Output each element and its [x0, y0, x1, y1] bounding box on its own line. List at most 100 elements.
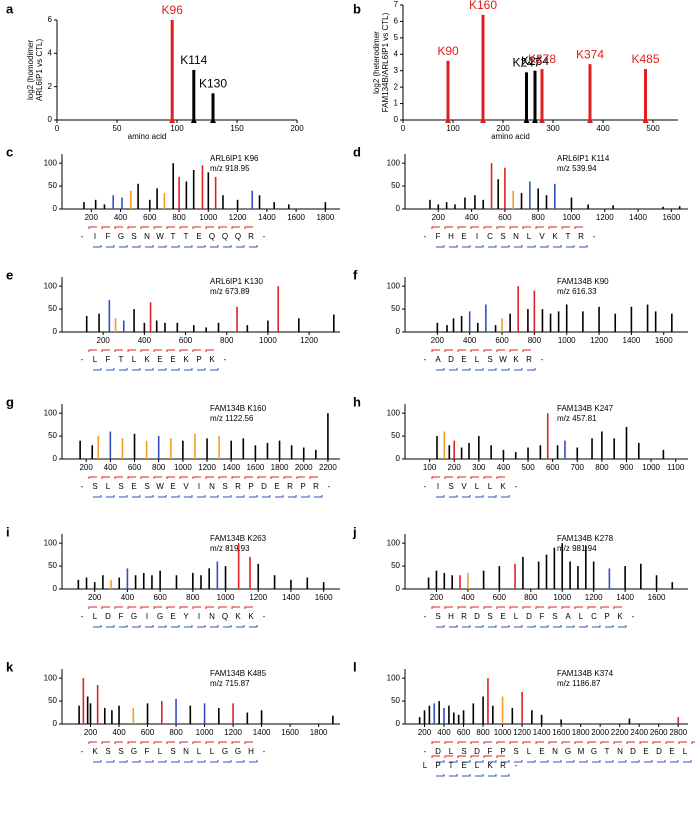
spectrum-title: m/z 715.87: [210, 679, 250, 688]
b-ion-bracket: [509, 349, 518, 352]
y-axis-label: FAM134B/ARL6IP1 vs CTL): [381, 12, 390, 112]
spectrum-title: FAM134B K485: [210, 669, 267, 678]
residue: L: [514, 612, 519, 621]
residue: D: [435, 747, 441, 756]
residue: S: [435, 612, 440, 621]
y-ion-bracket: [158, 368, 167, 371]
y-tick-label: 100: [387, 408, 401, 417]
x-tick-label: 1000: [558, 336, 576, 345]
residue: R: [461, 612, 467, 621]
x-tick-label: 1600: [287, 213, 305, 222]
x-tick-label: 1400: [623, 336, 641, 345]
x-tick-label: 300: [546, 124, 560, 133]
residue: L: [132, 355, 137, 364]
y-ion-bracket: [301, 495, 310, 498]
b-ion-bracket: [522, 349, 531, 352]
residue: N: [513, 232, 519, 241]
y-tick-label: 0: [48, 115, 53, 124]
b-ion-bracket: [192, 349, 201, 352]
y-ion-bracket: [475, 774, 484, 777]
stem-label: K130: [199, 77, 227, 91]
b-ion-bracket: [179, 741, 188, 744]
residue: -: [541, 355, 544, 364]
y-ion-bracket: [462, 495, 471, 498]
x-tick-label: 400: [138, 336, 152, 345]
b-ion-bracket: [88, 349, 97, 352]
y-ion-bracket: [449, 760, 458, 763]
residue: R: [248, 232, 254, 241]
panel-letter: a: [6, 1, 14, 16]
stem-label: K278: [528, 52, 556, 66]
residue: F: [106, 232, 111, 241]
y-tick-label: 50: [48, 431, 57, 440]
y-ion-bracket: [605, 760, 614, 763]
y-ion-bracket: [514, 245, 523, 248]
residue: L: [423, 761, 428, 770]
residue: S: [170, 747, 175, 756]
spectrum-title: FAM134B K160: [210, 404, 267, 413]
residue: K: [513, 355, 519, 364]
b-ion-bracket: [444, 755, 453, 758]
spectrum-title: m/z 1122.56: [210, 414, 254, 423]
x-tick-label: 1600: [655, 336, 673, 345]
b-ion-bracket: [535, 606, 544, 609]
stem-label: K374: [576, 47, 604, 61]
residue: W: [156, 482, 164, 491]
x-tick-label: 1000: [563, 213, 581, 222]
x-tick-label: 800: [524, 593, 538, 602]
b-ion-bracket: [652, 741, 661, 744]
y-ion-bracket: [579, 245, 588, 248]
b-ion-bracket: [613, 606, 622, 609]
b-ion-bracket: [600, 606, 609, 609]
x-tick-label: 900: [620, 463, 634, 472]
b-ion-bracket: [691, 741, 695, 744]
y-tick-label: 0: [396, 327, 401, 336]
y-ion-bracket: [436, 245, 445, 248]
b-ion-bracket: [270, 476, 279, 479]
y-ion-bracket: [540, 625, 549, 628]
b-ion-bracket: [561, 226, 570, 229]
residue: K: [552, 232, 558, 241]
y-ion-bracket: [236, 625, 245, 628]
residue: N: [209, 482, 215, 491]
y-ion-bracket: [119, 245, 128, 248]
spectrum-title: m/z 819.93: [210, 544, 250, 553]
y-tick-label: 0: [53, 584, 58, 593]
residue: G: [157, 612, 163, 621]
residue: I: [437, 482, 439, 491]
residue: S: [92, 482, 97, 491]
b-ion-bracket: [457, 606, 466, 609]
x-tick-label: 400: [437, 728, 451, 737]
residue: -: [424, 482, 427, 491]
b-ion-bracket: [535, 226, 544, 229]
x-tick-label: 400: [461, 593, 475, 602]
b-ion-bracket: [114, 226, 123, 229]
y-tick-label: 100: [44, 408, 58, 417]
y-ion-bracket: [618, 625, 627, 628]
y-ion-bracket: [106, 760, 115, 763]
y-ion-bracket: [197, 495, 206, 498]
b-ion-bracket: [231, 226, 240, 229]
spectrum-title: FAM134B K278: [557, 534, 614, 543]
residue: E: [157, 355, 162, 364]
residue: -: [424, 747, 427, 756]
b-ion-bracket: [457, 741, 466, 744]
x-tick-label: 400: [112, 728, 126, 737]
y-ion-bracket: [132, 245, 141, 248]
b-ion-bracket: [166, 226, 175, 229]
y-tick-label: 0: [396, 584, 401, 593]
y-ion-bracket: [657, 760, 666, 763]
b-ion-bracket: [179, 349, 188, 352]
x-tick-label: 2200: [319, 463, 337, 472]
y-ion-bracket: [93, 245, 102, 248]
y-ion-bracket: [683, 760, 692, 763]
residue: F: [119, 612, 124, 621]
b-ion-bracket: [444, 741, 453, 744]
y-tick-label: 2: [394, 82, 399, 91]
residue: K: [487, 761, 493, 770]
b-ion-bracket: [522, 226, 531, 229]
residue: L: [527, 232, 532, 241]
y-ion-bracket: [132, 760, 141, 763]
residue: Q: [235, 232, 241, 241]
b-ion-bracket: [127, 606, 136, 609]
